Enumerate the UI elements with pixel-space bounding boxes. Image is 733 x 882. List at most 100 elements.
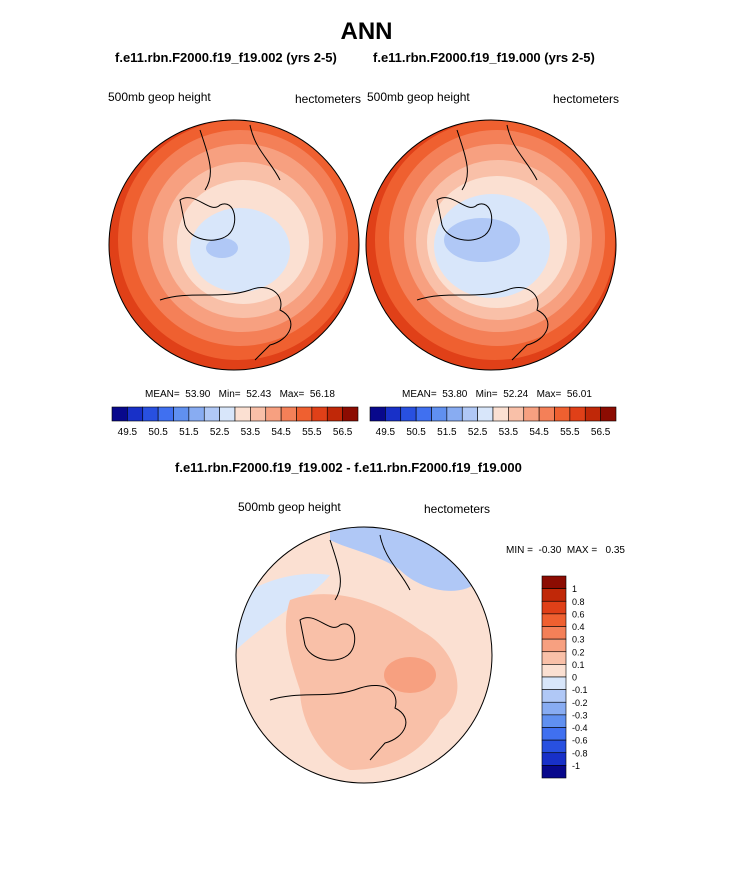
colorbar-box bbox=[541, 613, 567, 627]
colorbar-tick-label: 52.5 bbox=[210, 427, 230, 438]
colorbar-tick-label: 0.2 bbox=[572, 647, 585, 657]
colorbar-tick-label: 1 bbox=[572, 584, 577, 594]
panel1-left-label: 500mb geop height bbox=[108, 90, 211, 104]
colorbar-tick-label: 51.5 bbox=[437, 427, 457, 438]
panel1-mean-value: 53.90 bbox=[185, 389, 211, 400]
colorbar-box bbox=[461, 406, 478, 422]
panel2-map bbox=[366, 120, 616, 370]
colorbar-tick-label: 0.3 bbox=[572, 635, 585, 645]
colorbar-tick-label: 51.5 bbox=[179, 427, 199, 438]
colorbar-tick-label: 56.5 bbox=[333, 427, 353, 438]
panel2-coastline bbox=[456, 124, 538, 191]
panel2-left-label: 500mb geop height bbox=[367, 90, 470, 104]
panel3-title: f.e11.rbn.F2000.f19_f19.002 - f.e11.rbn.… bbox=[175, 460, 522, 475]
colorbar-tick-label: 56.5 bbox=[591, 427, 611, 438]
colorbar-box bbox=[541, 765, 567, 779]
colorbar-box bbox=[569, 406, 586, 422]
colorbar-box bbox=[477, 406, 494, 422]
panel2-max-label: Max= bbox=[536, 389, 562, 400]
panel2-coastline bbox=[436, 197, 493, 241]
colorbar-tick-label: 53.5 bbox=[241, 427, 261, 438]
panel3-min-label: MIN = bbox=[506, 545, 533, 556]
colorbar-box bbox=[157, 406, 174, 422]
colorbar-tick-label: 49.5 bbox=[376, 427, 396, 438]
colorbar-box bbox=[326, 406, 343, 422]
colorbar-box bbox=[523, 406, 540, 422]
colorbar-tick-label: 0 bbox=[572, 673, 577, 683]
colorbar-tick-label: -0.3 bbox=[572, 710, 588, 720]
colorbar-box bbox=[296, 406, 313, 422]
colorbar-tick-label: 55.5 bbox=[302, 427, 322, 438]
colorbar-box bbox=[541, 701, 567, 716]
colorbar-tick-label: 52.5 bbox=[468, 427, 488, 438]
colorbar-tick-label: 0.1 bbox=[572, 660, 585, 670]
colorbar-box bbox=[541, 600, 567, 615]
panel3-max-label: MAX = bbox=[566, 545, 598, 556]
panel1-contour-band bbox=[190, 208, 290, 292]
panel3-map bbox=[236, 527, 492, 783]
panel1-colorbar: 49.5 50.5 51.5 52.5 53.5 54.5 55.5 56.5 bbox=[111, 406, 359, 438]
panel2-max-value: 56.01 bbox=[566, 389, 592, 400]
colorbar-box bbox=[541, 664, 567, 678]
colorbar-tick-label: -0.4 bbox=[572, 723, 588, 733]
panel2-min-label: Min= bbox=[475, 389, 498, 400]
panel1-coastline bbox=[199, 124, 281, 191]
colorbar-box bbox=[492, 406, 509, 422]
colorbar-box bbox=[541, 626, 567, 640]
colorbar-box bbox=[584, 406, 601, 422]
colorbar-tick-label: 54.5 bbox=[529, 427, 549, 438]
colorbar-box bbox=[311, 406, 328, 422]
panel2-map-border bbox=[365, 119, 617, 371]
main-title: ANN bbox=[340, 18, 393, 45]
colorbar-box bbox=[203, 406, 220, 422]
colorbar-box bbox=[541, 575, 567, 589]
colorbar-box bbox=[219, 406, 236, 422]
colorbar-box bbox=[508, 406, 525, 422]
panel3-colorbar: 1 0.8 0.6 0.4 0.3 0.2 0.1 0 -0.1 -0.2 -0.3 -0.4 -0.6… bbox=[541, 575, 588, 779]
panel3-coastline bbox=[269, 685, 407, 761]
colorbar-tick-label: -0.6 bbox=[572, 736, 588, 746]
panel2-coastline bbox=[416, 287, 549, 361]
colorbar-box bbox=[541, 739, 567, 754]
panel1-min-label: Min= bbox=[218, 389, 241, 400]
colorbar-box bbox=[173, 406, 190, 422]
panel1-map bbox=[109, 120, 359, 370]
colorbar-box bbox=[541, 588, 567, 602]
panel3-min-value: -0.30 bbox=[538, 545, 562, 556]
colorbar-box bbox=[142, 406, 159, 422]
colorbar-box bbox=[541, 638, 567, 653]
colorbar-tick-label: 0.6 bbox=[572, 609, 585, 619]
panel1-right-label: hectometers bbox=[295, 92, 362, 106]
panel2-min-value: 52.24 bbox=[503, 389, 529, 400]
panel2-colorbar: 49.5 50.5 51.5 52.5 53.5 54.5 55.5 56.5 bbox=[369, 406, 617, 438]
colorbar-box bbox=[541, 714, 567, 728]
colorbar-box bbox=[541, 651, 567, 665]
panel1-max-value: 56.18 bbox=[309, 389, 335, 400]
colorbar-tick-label: -0.2 bbox=[572, 698, 588, 708]
colorbar-box bbox=[538, 406, 555, 422]
colorbar-box bbox=[127, 406, 144, 422]
colorbar-box bbox=[385, 406, 402, 422]
panel2-stats: MEAN= 53.80 Min= 52.24 Max= 56.01 bbox=[402, 389, 592, 400]
colorbar-tick-label: 53.5 bbox=[499, 427, 519, 438]
colorbar-box bbox=[541, 689, 567, 703]
panel1-coastline bbox=[179, 197, 236, 241]
colorbar-tick-label: 50.5 bbox=[148, 427, 168, 438]
panel1-max-label: Max= bbox=[279, 389, 305, 400]
panel3-coastline bbox=[299, 617, 356, 661]
colorbar-box bbox=[280, 406, 297, 422]
panel1-mean-label: MEAN= bbox=[145, 389, 180, 400]
colorbar-box bbox=[342, 406, 359, 422]
colorbar-tick-label: 0.4 bbox=[572, 622, 585, 632]
panel3-left-label: 500mb geop height bbox=[238, 500, 341, 514]
colorbar-tick-label: 0.8 bbox=[572, 597, 585, 607]
colorbar-tick-label: 50.5 bbox=[406, 427, 426, 438]
colorbar-tick-label: -0.1 bbox=[572, 685, 588, 695]
colorbar-box bbox=[369, 406, 386, 422]
panel3-contour-band bbox=[236, 573, 330, 650]
colorbar-box bbox=[188, 406, 205, 422]
panel3-max-value: 0.35 bbox=[605, 545, 625, 556]
panel1-stats: MEAN= 53.90 Min= 52.43 Max= 56.18 bbox=[145, 389, 335, 400]
colorbar-box bbox=[554, 406, 571, 422]
